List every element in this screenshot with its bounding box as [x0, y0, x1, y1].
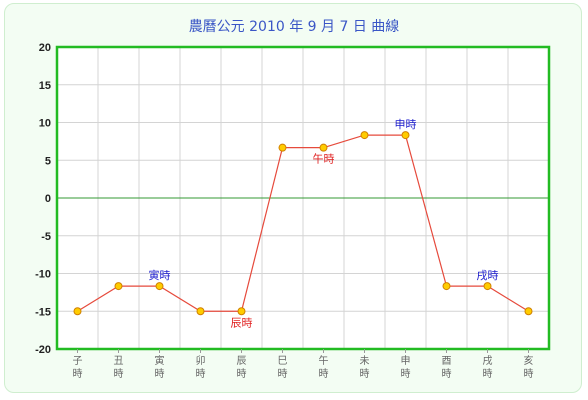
data-point — [155, 282, 164, 291]
data-point — [524, 307, 533, 316]
y-tick-label: -15 — [35, 306, 51, 318]
annotation-label: 辰時 — [231, 316, 253, 329]
x-tick-label: 時 — [278, 368, 288, 380]
data-point — [196, 307, 205, 316]
x-tick-label: 時 — [524, 368, 534, 380]
x-tick-label: 未 — [360, 355, 370, 367]
x-tick-label: 寅 — [155, 354, 165, 367]
data-point — [278, 143, 287, 152]
x-tick-label: 辰 — [237, 355, 247, 367]
x-tick-label: 子 — [73, 355, 83, 367]
y-tick-label: -5 — [41, 231, 51, 243]
plot-border — [55, 45, 551, 351]
annotation-label: 戌時 — [477, 269, 499, 282]
grid-lines — [55, 45, 551, 351]
series-line — [77, 134, 529, 312]
data-point — [401, 131, 410, 140]
data-point — [73, 307, 82, 316]
y-axis: 20 15 10 5 0 -5 -10 -15 -20 — [35, 42, 51, 356]
y-tick-label: -20 — [35, 344, 51, 356]
data-point — [442, 282, 451, 291]
y-tick-label: 10 — [39, 118, 51, 130]
x-tick-label: 卯 — [196, 355, 206, 367]
annotation-label: 申時 — [395, 118, 417, 131]
y-tick-label: -10 — [35, 269, 51, 281]
x-tick-label: 時 — [319, 368, 329, 380]
series-polyline — [77, 134, 529, 312]
annotation-label: 午時 — [313, 153, 335, 166]
annotation-label: 寅時 — [149, 268, 171, 282]
x-tick-label: 時 — [360, 368, 370, 380]
chart: 農曆公元 2010 年 9 月 7 日 曲線 20 15 10 5 0 -5 -10 -15 -… — [35, 19, 551, 380]
chart-panel: 農曆公元 2010 年 9 月 7 日 曲線 20 15 10 5 0 -5 -10 -15 -… — [4, 3, 582, 393]
x-tick-label: 酉 — [442, 356, 452, 367]
x-tick-label: 時 — [155, 368, 165, 380]
y-tick-label: 15 — [39, 80, 51, 92]
data-point — [319, 143, 328, 152]
x-tick-label: 午 — [319, 354, 329, 367]
x-tick-label: 丑 — [114, 356, 124, 367]
x-tick-label: 戌 — [483, 354, 493, 367]
x-tick-label: 時 — [483, 368, 493, 380]
x-tick-label: 時 — [196, 368, 206, 380]
data-point — [360, 131, 369, 140]
y-tick-label: 0 — [45, 193, 51, 205]
x-tick-label: 申 — [401, 354, 411, 367]
data-points — [73, 131, 533, 316]
x-tick-label: 時 — [73, 368, 83, 380]
x-tick-label: 時 — [237, 368, 247, 380]
y-tick-label: 20 — [39, 42, 51, 54]
chart-title: 農曆公元 2010 年 9 月 7 日 曲線 — [189, 19, 400, 35]
data-point — [237, 307, 246, 316]
x-tick-label: 亥 — [524, 354, 534, 367]
data-point — [114, 282, 123, 291]
x-tick-label: 時 — [114, 368, 124, 380]
data-point — [483, 282, 492, 291]
x-tick-label: 巳 — [278, 355, 288, 367]
x-tick-label: 時 — [401, 368, 411, 380]
y-tick-label: 5 — [45, 155, 51, 167]
x-tick-label: 時 — [442, 368, 452, 380]
